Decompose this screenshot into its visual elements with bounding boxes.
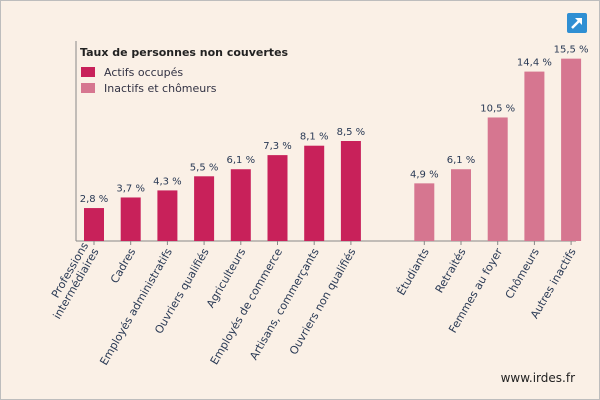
bar-1-1 xyxy=(451,169,471,241)
category-label-0-1: Cadres xyxy=(108,246,138,286)
bar-0-7 xyxy=(340,141,361,241)
bar-0-4 xyxy=(230,169,251,241)
bar-0-1 xyxy=(120,197,141,241)
value-label-0-5: 7,3 % xyxy=(263,141,292,152)
value-label-0-3: 5,5 % xyxy=(190,162,219,173)
bar-1-4 xyxy=(561,58,582,241)
value-label-1-2: 10,5 % xyxy=(480,103,515,114)
legend-swatch-actifs xyxy=(81,67,95,77)
value-label-1-3: 14,4 % xyxy=(517,58,552,69)
category-label-0-5: Employés de commerce xyxy=(208,246,286,367)
value-label-1-0: 4,9 % xyxy=(410,169,439,180)
source-label: www.irdes.fr xyxy=(500,371,575,385)
bar-0-0 xyxy=(84,208,104,241)
value-label-1-4: 15,5 % xyxy=(554,45,589,56)
category-label-0-7: Ouvriers non qualifiés xyxy=(287,246,359,357)
value-labels-group: 2,8 % 3,7 % 4,3 % 5,5 % 6,1 % 7,3 % 8,1 % 8,5 %… xyxy=(80,45,589,205)
legend-label-inactifs: Inactifs et chômeurs xyxy=(104,82,217,95)
legend-label-actifs: Actifs occupés xyxy=(104,66,183,79)
expand-arrow-icon[interactable] xyxy=(567,13,587,33)
legend-title: Taux de personnes non couvertes xyxy=(80,46,289,59)
value-label-0-1: 3,7 % xyxy=(116,183,145,194)
value-label-1-1: 6,1 % xyxy=(447,155,476,166)
bar-0-2 xyxy=(157,190,178,241)
ticks-group xyxy=(93,241,572,245)
bar-1-0 xyxy=(414,183,435,241)
bar-0-5 xyxy=(267,155,288,241)
category-label-0-0: Professionsintermédiaires xyxy=(40,240,102,322)
value-label-0-4: 6,1 % xyxy=(227,155,256,166)
bar-1-3 xyxy=(524,71,545,242)
value-label-0-7: 8,5 % xyxy=(337,127,366,138)
bar-0-3 xyxy=(194,176,215,241)
category-label-0-2: Employés administratifs xyxy=(97,246,175,368)
legend-swatch-inactifs xyxy=(81,83,95,93)
bar-1-2 xyxy=(487,117,508,241)
category-label-1-3: Chômeurs xyxy=(503,246,542,301)
category-label-0-6: Artisans, commerçants xyxy=(247,246,322,362)
category-labels-group: Professionsintermédiaires CadresEmployés … xyxy=(40,240,579,368)
category-label-1-1: Retraités xyxy=(433,246,469,295)
value-label-0-6: 8,1 % xyxy=(300,132,329,143)
value-label-0-0: 2,8 % xyxy=(80,194,109,205)
value-label-0-2: 4,3 % xyxy=(153,176,182,187)
category-label-1-0: Étudiants xyxy=(395,246,432,298)
bar-0-6 xyxy=(304,145,325,241)
bars-group xyxy=(84,58,582,242)
